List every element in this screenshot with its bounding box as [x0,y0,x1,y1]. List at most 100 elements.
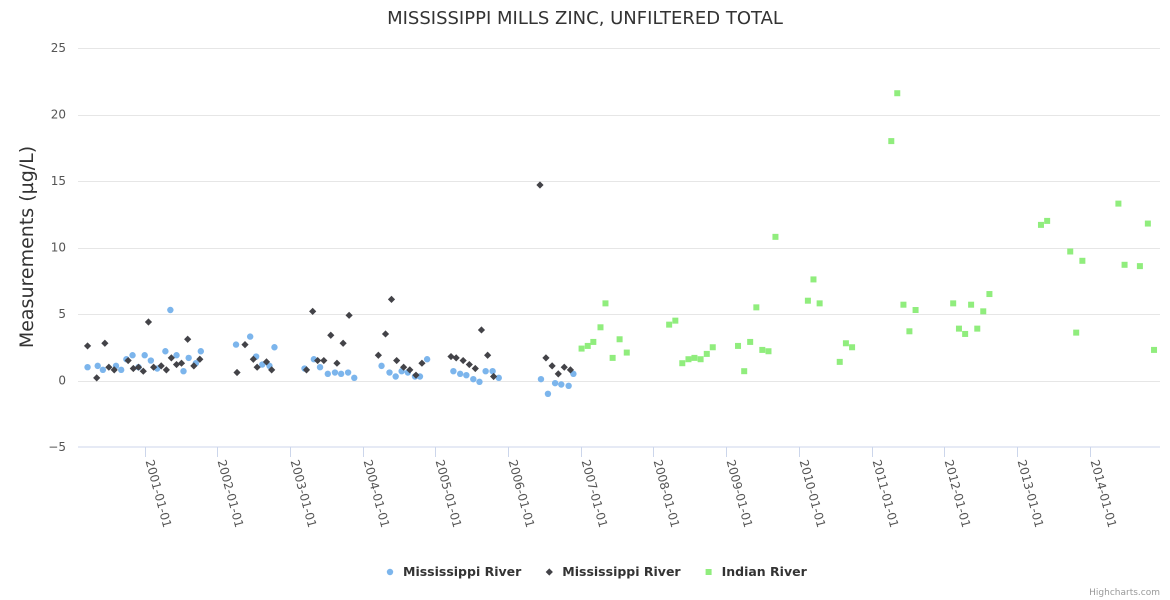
data-point [344,369,352,376]
data-point [253,363,261,371]
data-point [331,369,339,376]
data-point [1044,217,1051,224]
data-point [412,371,420,379]
data-point [423,356,431,363]
data-point [1151,346,1158,353]
square-icon [705,569,712,575]
data-point [316,364,324,371]
data-point [836,358,843,365]
data-point [735,342,742,349]
legend-item-1[interactable]: Mississippi River [545,564,682,579]
data-point [968,301,975,308]
data-point [584,342,591,349]
data-point [459,356,467,365]
data-point [167,354,175,362]
data-point [489,367,496,375]
data-point [144,318,153,326]
legend: Mississippi River Mississippi River Indian… [386,564,808,579]
series-0 [84,306,577,397]
data-point [345,311,353,319]
data-point [747,338,754,345]
legend-label: Mississippi River [562,564,681,579]
data-point [554,370,562,378]
y-tick-label: 15 [51,174,66,188]
data-point [386,369,393,376]
data-point [900,301,907,308]
data-point [912,307,919,314]
data-point [124,356,132,365]
data-point [666,321,673,328]
circle-icon [386,568,394,576]
data-point [906,328,913,335]
data-point [177,359,186,367]
data-point [450,367,457,375]
y-tick-label: 25 [51,41,66,55]
y-tick-label: 5 [58,307,66,321]
data-point [150,363,158,371]
data-point [324,370,331,378]
data-point [83,342,92,350]
data-point [381,330,390,338]
plot-area [83,90,1158,397]
credits[interactable]: Highcharts.com [1089,588,1160,598]
data-point [560,363,568,371]
data-point [101,339,109,347]
data-point [233,368,241,377]
data-point [679,360,686,367]
data-point [1115,200,1122,207]
data-point [759,346,766,353]
data-point [447,352,455,361]
data-point [232,341,240,348]
y-tick-label: 20 [51,108,66,122]
data-point [162,366,170,374]
data-point [609,354,616,361]
data-point [616,336,623,343]
data-point [697,356,704,363]
data-point [374,351,382,359]
data-point [1073,329,1080,336]
data-point [320,356,328,365]
y-axis-title: Measurements (µg/L) [16,146,38,348]
data-point [950,300,957,307]
data-point [495,374,502,382]
data-point [542,354,550,362]
data-point [333,359,341,367]
data-point [741,368,748,375]
data-point [400,363,408,371]
data-point [259,361,266,368]
data-point [590,338,597,345]
data-point [134,363,143,371]
data-point [197,348,205,355]
data-point [84,364,91,371]
data-point [1136,263,1143,270]
data-point [241,340,249,349]
data-point [1121,261,1128,268]
data-point [184,335,192,343]
data-point [1079,257,1086,264]
legend-item-2[interactable]: Indian River [705,564,808,579]
data-point [387,295,396,303]
data-point [262,358,271,366]
data-point [190,362,198,370]
legend-item-0[interactable]: Mississippi River [386,564,522,579]
data-point [94,362,101,370]
data-point [816,300,823,307]
data-point [709,344,716,351]
data-point [955,325,962,332]
data-point [392,373,399,380]
data-point [452,354,460,362]
grid-lines [78,48,1160,382]
data-point [536,181,544,189]
data-point [578,345,585,352]
data-point [406,366,414,374]
data-point [93,374,101,382]
data-point [551,379,559,387]
y-tick-label: 10 [51,241,66,255]
data-point [185,354,192,362]
data-point [477,326,486,334]
data-point [672,317,679,324]
data-point [129,364,137,373]
data-point [351,374,358,382]
data-point [129,352,136,359]
